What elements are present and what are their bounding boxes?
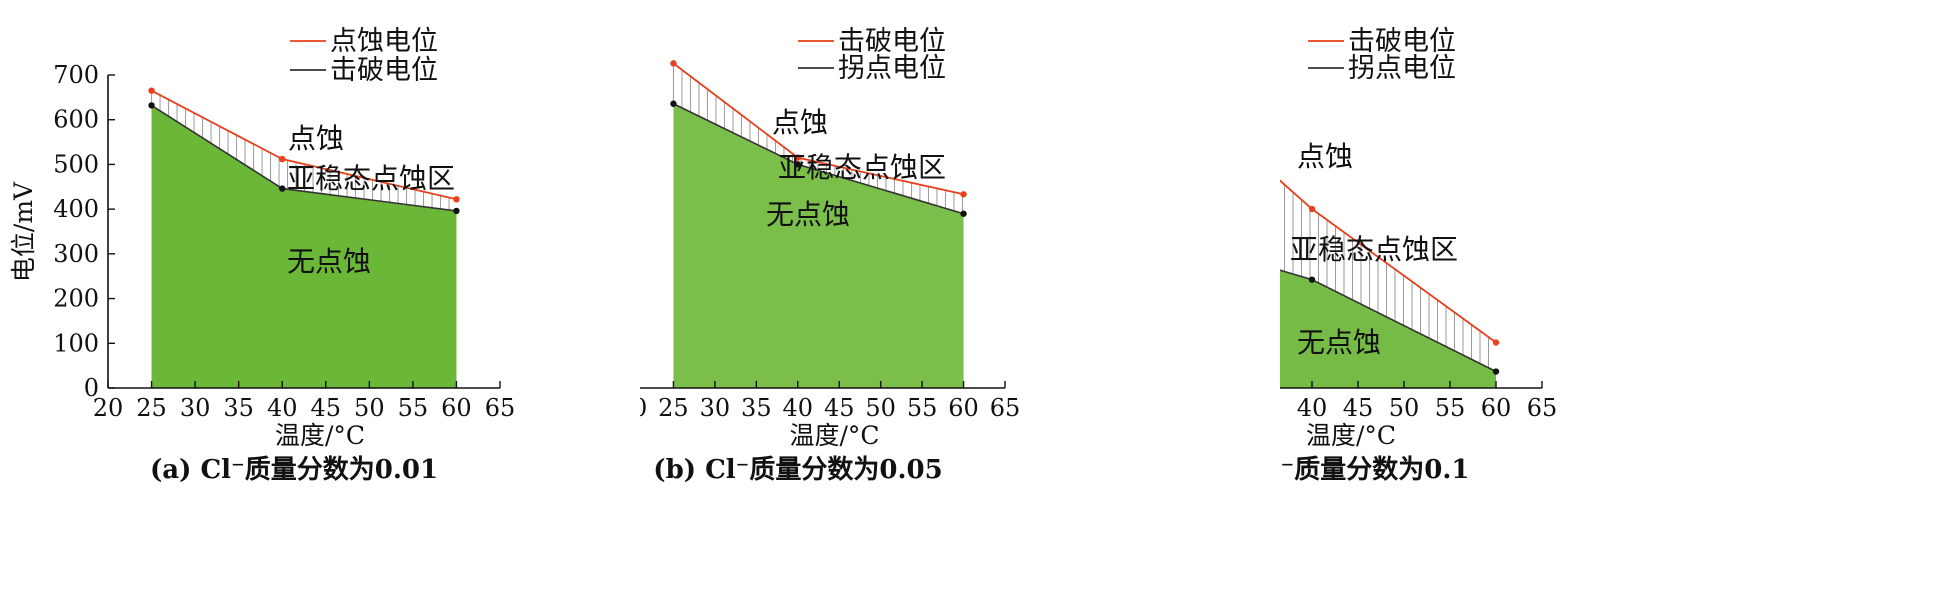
x-tick-label: 45 [824, 394, 855, 422]
x-tick-label: 55 [398, 394, 429, 422]
x-tick-label: 60 [948, 394, 979, 422]
data-point [1492, 339, 1500, 346]
y-tick-label: 400 [53, 195, 99, 223]
region-label-middle: 亚稳态点蚀区 [287, 162, 455, 195]
y-tick-label: 700 [53, 61, 99, 89]
x-tick-label: 50 [865, 394, 896, 422]
panel-caption: (c) Cl⁻质量分数为0.1 [1280, 455, 1470, 485]
x-axis-label: 温度/°C [789, 421, 879, 450]
y-tick-label: 200 [53, 285, 99, 313]
legend-entry: 击破电位 [1348, 26, 1456, 57]
region-label-lower: 无点蚀 [1297, 326, 1381, 359]
data-point [453, 207, 460, 215]
x-tick-label: 60 [1481, 394, 1512, 422]
chart-panel-a: 20 25 30 35 40 45 50 55 60 65 0 100 200 300 400 500 600 7… [9, 26, 516, 485]
y-tick-label: 600 [53, 106, 99, 134]
region-label-middle: 亚稳态点蚀区 [778, 151, 946, 184]
x-tick-label: 55 [1435, 394, 1466, 422]
y-tick-label: 300 [53, 240, 99, 268]
region-label-upper: 点蚀 [288, 122, 344, 155]
data-point [960, 210, 967, 217]
y-tick-label: 100 [53, 329, 99, 357]
panel-caption: (b) Cl⁻质量分数为0.05 [653, 455, 942, 485]
region-label-upper: 点蚀 [772, 106, 828, 139]
data-point [279, 155, 286, 163]
legend-entry: 拐点电位 [838, 53, 946, 84]
chart-panel-b: 202530354045505560650100200300400500击破电位… [640, 26, 1021, 485]
x-tick-label: 45 [1343, 394, 1374, 422]
panel-caption: (a) Cl⁻质量分数为0.01 [150, 455, 438, 485]
data-point [453, 196, 460, 203]
data-point [960, 191, 967, 198]
legend-entry: 点蚀电位 [330, 26, 438, 57]
x-tick-label: 65 [485, 394, 516, 422]
x-tick-label: 65 [1527, 394, 1558, 422]
data-point [794, 161, 801, 168]
legend-entry: 拐点电位 [1348, 53, 1456, 84]
x-tick-label: 25 [658, 394, 689, 422]
no-pitting-area [1280, 270, 1496, 388]
region-label-upper: 点蚀 [1297, 140, 1353, 173]
legend-entry: 击破电位 [838, 26, 946, 57]
x-tick-label: 25 [136, 394, 167, 422]
x-tick-label: 30 [180, 394, 211, 422]
x-axis-label: 温度/°C [275, 421, 365, 450]
data-point [279, 185, 286, 192]
y-axis-label: 电位/mV [9, 181, 38, 282]
data-point [1492, 368, 1500, 375]
data-point [670, 100, 677, 107]
x-tick-label: 65 [990, 394, 1021, 422]
data-point [670, 60, 677, 67]
region-label-lower: 无点蚀 [287, 245, 371, 278]
y-tick-label: 0 [84, 374, 99, 402]
x-tick-label: 50 [1389, 394, 1420, 422]
x-axis-label: 温度/°C [1306, 421, 1396, 450]
x-tick-label: 55 [907, 394, 938, 422]
x-tick-label: 35 [223, 394, 254, 422]
x-tick-label: 30 [700, 394, 731, 422]
x-tick-label: 35 [1280, 394, 1281, 422]
x-tick-label: 40 [1297, 394, 1328, 422]
chart-panel-c: 2025303540455055606505010015020025030035… [1280, 26, 1558, 485]
data-point [1308, 205, 1316, 213]
no-pitting-area [673, 103, 964, 388]
data-point [148, 87, 155, 94]
no-pitting-area [151, 105, 457, 389]
data-point [148, 102, 155, 109]
x-tick-label: 20 [640, 394, 647, 422]
legend-entry: 击破电位 [330, 55, 438, 86]
y-tick-label: 500 [53, 150, 99, 178]
data-point [1308, 276, 1316, 283]
x-tick-label: 40 [783, 394, 814, 422]
x-tick-label: 35 [741, 394, 772, 422]
x-tick-label: 20 [93, 394, 124, 422]
x-tick-label: 45 [311, 394, 342, 422]
region-label-lower: 无点蚀 [766, 198, 850, 231]
data-point [794, 154, 801, 161]
x-tick-label: 40 [267, 394, 298, 422]
x-tick-label: 60 [441, 394, 472, 422]
x-tick-label: 50 [354, 394, 385, 422]
region-label-middle: 亚稳态点蚀区 [1290, 233, 1458, 266]
